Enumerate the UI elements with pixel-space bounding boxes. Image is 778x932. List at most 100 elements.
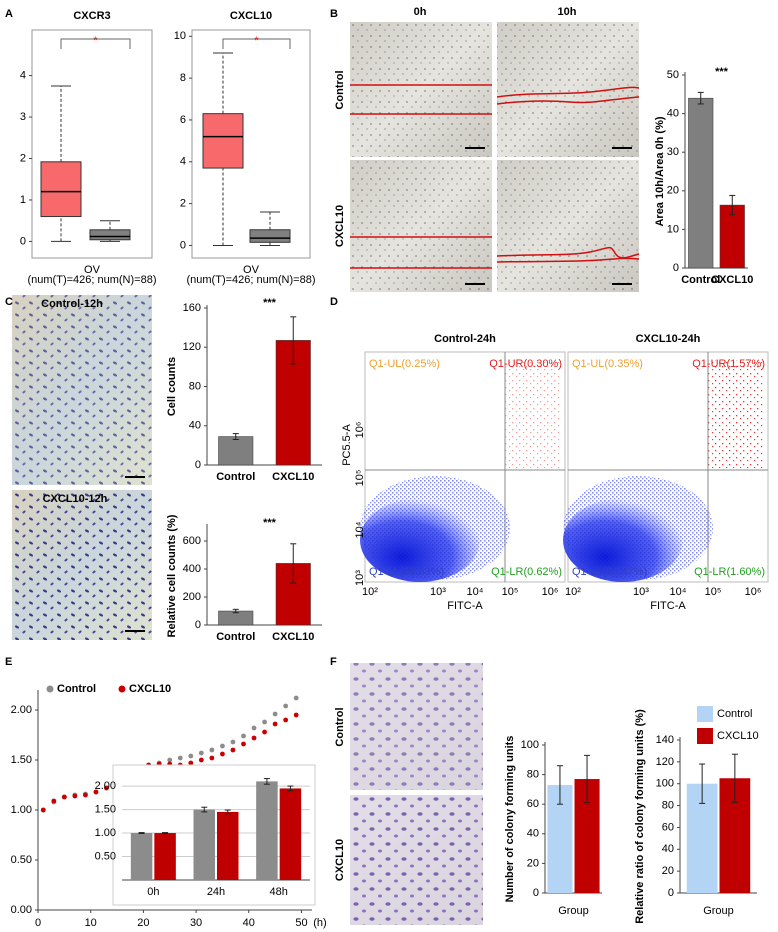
y-tick-label: 2.00 [11, 704, 32, 716]
point [220, 751, 225, 757]
micrograph-texture [350, 22, 492, 157]
x-tick-label: CXCL10 [272, 631, 314, 643]
y-tick-label: 60 [527, 798, 539, 810]
x-tick-label: 10⁴ [467, 586, 484, 598]
quadrant-label: Q1-LL(96.47%) [572, 566, 647, 578]
micrograph-texture [12, 490, 152, 640]
significance-bracket [222, 38, 291, 49]
micrograph-texture [497, 160, 639, 292]
x-axis-note: (num(T)=426; num(N)=88) [187, 274, 316, 286]
y-tick-label: 3 [20, 111, 26, 123]
y-tick-label: 50 [667, 69, 679, 81]
event-scatter [563, 476, 713, 580]
row-label: Control [334, 707, 346, 746]
panel-letter: F [330, 656, 337, 668]
y-tick-label: 0.50 [11, 854, 32, 866]
bar [217, 811, 239, 880]
x-tick-label: 30 [190, 917, 202, 929]
point [93, 789, 99, 795]
x-tick-label: 50 [295, 917, 307, 929]
flow-title: Control-24h [434, 333, 496, 345]
x-axis-label: Group [703, 905, 734, 917]
x-tick-label: Control [216, 631, 255, 643]
y-tick-label: 0.00 [11, 904, 32, 916]
y-tick-label: 120 [183, 341, 201, 353]
y-tick-label: 10⁶ [354, 422, 366, 439]
panel-letter: B [330, 8, 338, 20]
y-tick-label: 60 [662, 821, 674, 833]
y-tick-label: 10³ [354, 570, 366, 586]
image-label: CXCL10-12h [43, 493, 108, 505]
legend-label: Control [57, 683, 96, 695]
event-scatter [708, 360, 763, 468]
bar [193, 809, 215, 880]
y-tick-label: 80 [189, 380, 201, 392]
x-tick-label: 24h [207, 886, 225, 898]
y-tick-label: 400 [183, 563, 201, 575]
y-tick-label: 30 [667, 146, 679, 158]
significance-label: *** [263, 297, 277, 309]
y-tick-label: 10 [174, 30, 186, 42]
y-tick-label: 0 [195, 619, 201, 631]
y-tick-label: 20 [667, 185, 679, 197]
box [40, 161, 82, 218]
y-tick-label: 4 [180, 156, 186, 168]
x-tick-label: CXCL10 [711, 274, 753, 286]
point [251, 735, 257, 741]
quadrant-label: Q1-UR(1.57%) [692, 358, 765, 370]
row-label: CXCL10 [334, 205, 346, 247]
x-tick-label: 10³ [430, 586, 446, 598]
x-axis-label: (h) [313, 917, 326, 929]
point [72, 793, 78, 799]
x-tick-label: 10⁴ [670, 586, 687, 598]
box [202, 113, 244, 169]
y-tick-label: 8 [180, 72, 186, 84]
y-tick-label: 100 [656, 778, 674, 790]
y-tick-label: 40 [662, 843, 674, 855]
y-tick-label: 0 [20, 235, 26, 247]
wound-edge [496, 96, 640, 105]
bar [719, 204, 745, 269]
y-tick-label: 1.00 [11, 804, 32, 816]
y-tick-label: 1.50 [95, 803, 116, 815]
y-tick-label: 80 [527, 769, 539, 781]
y-tick-label: 4 [20, 70, 26, 82]
y-tick-label: 2 [20, 152, 26, 164]
y-tick-label: 80 [662, 799, 674, 811]
x-tick-label: 0h [147, 886, 159, 898]
y-tick-label: 2.00 [95, 780, 116, 792]
micrograph-texture [350, 160, 492, 292]
point [209, 747, 215, 753]
quadrant-label: Q1-UR(0.30%) [489, 358, 562, 370]
point [293, 712, 299, 718]
row-label: CXCL10 [334, 839, 346, 881]
y-axis-label: Relative cell counts (%) [166, 514, 178, 637]
panel-letter: A [5, 8, 13, 20]
significance-label: * [93, 35, 98, 47]
y-tick-label: 40 [527, 828, 539, 840]
point [251, 725, 257, 731]
bar [218, 436, 254, 466]
point [177, 755, 183, 761]
micrograph-texture [12, 295, 152, 485]
point [241, 733, 246, 739]
x-tick-label: 10⁶ [542, 586, 559, 598]
point [167, 757, 173, 763]
significance-bracket [60, 38, 131, 49]
y-tick-label: 10⁴ [354, 521, 366, 538]
point [188, 753, 194, 759]
column-label: 0h [414, 6, 427, 18]
micrograph-texture [350, 663, 483, 790]
row-label: Control [334, 70, 346, 109]
y-axis-label: Relative ratio of colony forming units (… [634, 709, 646, 924]
legend-label: CXCL10 [717, 730, 759, 742]
y-tick-label: 200 [183, 591, 201, 603]
image-label: Control-12h [41, 298, 103, 310]
point [293, 695, 299, 701]
y-tick-label: 2 [180, 198, 186, 210]
x-tick-label: Control [216, 471, 255, 483]
x-tick-label: Control [681, 274, 720, 286]
point [188, 760, 194, 766]
bar [279, 788, 302, 880]
